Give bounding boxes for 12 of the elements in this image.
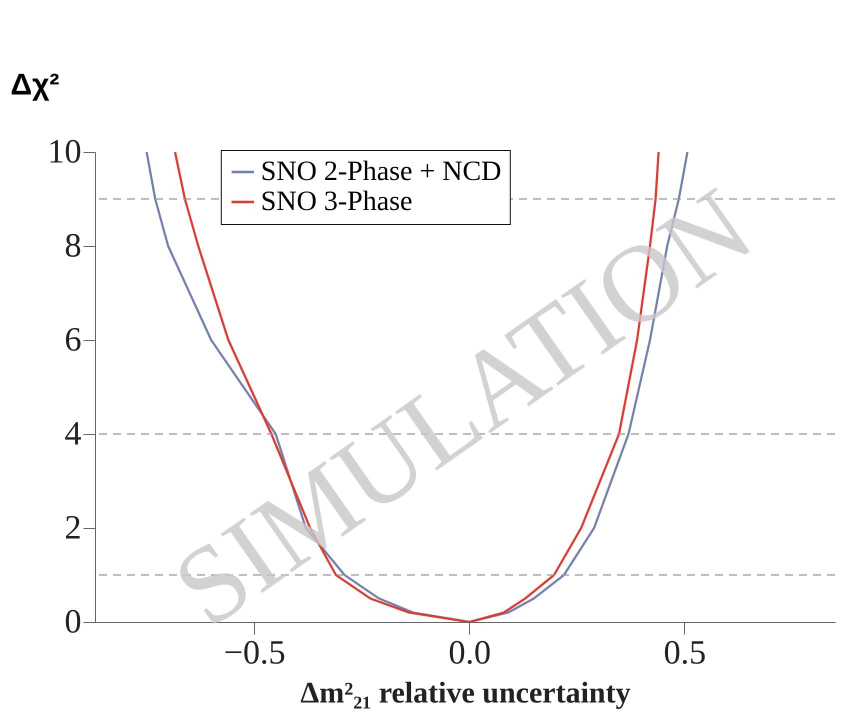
- y-tick-label: 0: [64, 604, 82, 640]
- y-tick-label: 4: [64, 416, 82, 452]
- y-tick-label: 6: [64, 322, 82, 358]
- y-tick-label: 2: [64, 510, 82, 546]
- legend-label: SNO 2-Phase + NCD: [260, 156, 502, 187]
- y-axis-title: Δχ²: [10, 68, 60, 102]
- x-axis-title: Δm²₂₁ relative uncertainty: [300, 676, 631, 710]
- x-tick-label: 0.5: [664, 634, 706, 672]
- y-tick-label: 10: [48, 134, 82, 170]
- y-tick-label: 8: [64, 228, 82, 264]
- x-tick-label: 0.0: [448, 634, 492, 672]
- x-tick-label: −0.5: [224, 634, 286, 672]
